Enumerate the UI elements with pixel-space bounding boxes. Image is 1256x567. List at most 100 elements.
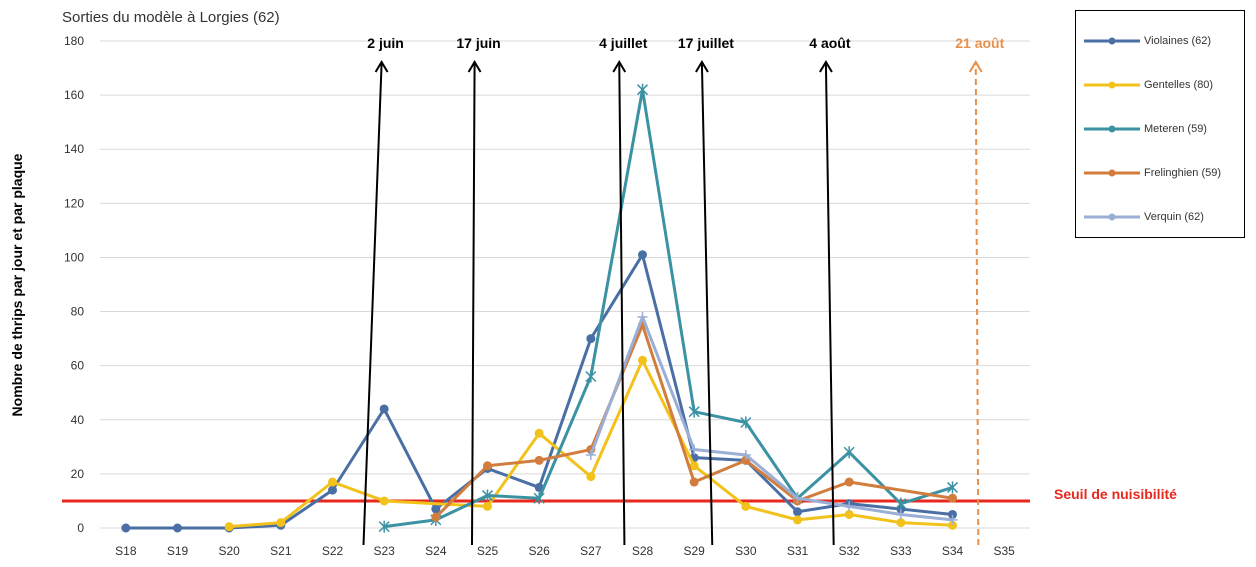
data-point: [378, 520, 390, 533]
annotation-label: 17 juin: [456, 35, 500, 51]
data-point: [586, 334, 596, 344]
y-tick-label: 20: [71, 467, 85, 481]
annotation-arrow: [471, 63, 476, 546]
arrow-head: [612, 60, 627, 73]
data-point: [533, 492, 545, 505]
legend: Violaines (62) Gentelles (80) Meteren (59)…: [1075, 10, 1245, 238]
y-tick-label: 80: [71, 305, 85, 319]
data-point: [844, 477, 854, 487]
annotation-label: 4 juillet: [599, 35, 648, 51]
data-point: [431, 504, 441, 514]
legend-item: Verquin (62): [1084, 207, 1204, 227]
annotation-label: 17 juillet: [678, 35, 734, 51]
data-point: [638, 250, 647, 260]
legend-label: Meteren (59): [1144, 123, 1207, 135]
arrow-head: [374, 60, 389, 73]
arrow-head: [819, 60, 833, 73]
data-point: [948, 520, 957, 530]
data-point: [792, 493, 803, 504]
y-tick-label: 100: [64, 250, 84, 264]
x-tick-label: S24: [425, 544, 447, 558]
data-point: [844, 501, 855, 512]
legend-item: Meteren (59): [1084, 119, 1207, 139]
data-point: [948, 509, 957, 519]
data-point: [585, 370, 597, 383]
data-point: [328, 477, 337, 487]
data-point: [121, 523, 131, 533]
x-tick-label: S31: [787, 544, 809, 558]
data-point: [947, 514, 958, 525]
legend-item: Frelinghien (59): [1084, 163, 1221, 183]
data-point: [844, 509, 854, 519]
x-tick-label: S32: [838, 544, 860, 558]
annotation-label: 21 août: [955, 35, 1004, 51]
data-point: [638, 355, 647, 365]
x-tick-label: S18: [115, 544, 137, 558]
x-tick-label: S26: [528, 544, 550, 558]
y-tick-label: 0: [77, 521, 84, 535]
series-line-verquin-62: [589, 315, 953, 522]
arrow-head: [695, 60, 709, 73]
data-point: [483, 501, 492, 511]
data-point: [948, 493, 957, 503]
annotation-label: 4 août: [809, 35, 851, 51]
annotation-label: 2 juin: [367, 35, 404, 51]
x-tick-label: S29: [683, 544, 705, 558]
series-line-meteren-59: [383, 88, 953, 529]
legend-label: Verquin (62): [1144, 211, 1204, 223]
legend-swatch: [1084, 213, 1140, 221]
data-point: [586, 472, 596, 482]
data-point: [843, 446, 855, 459]
series-line-gentelles-80: [229, 358, 953, 529]
data-point: [793, 507, 802, 517]
data-point: [689, 477, 699, 487]
data-point: [224, 522, 234, 532]
legend-label: Gentelles (80): [1144, 79, 1214, 91]
x-tick-label: S19: [167, 544, 189, 558]
legend-label: Frelinghien (59): [1144, 167, 1222, 179]
x-tick-label: S22: [322, 544, 344, 558]
data-point: [379, 404, 389, 414]
data-point: [946, 481, 959, 494]
annotation-arrow: [362, 63, 383, 546]
x-tick-label: S33: [890, 544, 912, 558]
annotation-arrow: [974, 63, 980, 546]
arrow-head: [968, 60, 983, 73]
legend-item: Gentelles (80): [1084, 75, 1213, 95]
y-tick-label: 40: [71, 413, 85, 427]
chart-title: Sorties du modèle à Lorgies (62): [62, 9, 280, 26]
x-tick-label: S35: [993, 544, 1015, 558]
annotation-arrow: [618, 63, 626, 546]
data-point: [895, 497, 907, 510]
y-tick-label: 160: [64, 88, 84, 102]
data-point: [481, 489, 494, 502]
data-point: [896, 518, 906, 528]
data-point: [534, 428, 544, 438]
x-tick-label: S25: [477, 544, 499, 558]
data-point: [173, 523, 182, 533]
data-point: [895, 509, 906, 520]
data-point: [585, 449, 596, 460]
legend-item: Violaines (62): [1084, 31, 1211, 51]
y-tick-label: 60: [71, 359, 85, 373]
x-tick-label: S23: [373, 544, 395, 558]
data-point: [483, 461, 492, 471]
legend-swatch: [1084, 81, 1140, 89]
x-tick-label: S30: [735, 544, 757, 558]
data-point: [328, 485, 337, 495]
legend-label: Violaines (62): [1144, 35, 1212, 47]
legend-swatch: [1084, 125, 1140, 133]
data-point: [534, 455, 544, 465]
x-tick-label: S20: [218, 544, 240, 558]
data-point: [740, 416, 752, 429]
legend-swatch: [1084, 37, 1140, 45]
data-point: [688, 405, 700, 418]
x-tick-label: S34: [942, 544, 964, 558]
annotation-arrow: [700, 63, 714, 546]
annotation-arrow: [824, 63, 835, 546]
legend-swatch: [1084, 169, 1140, 177]
x-tick-label: S21: [270, 544, 292, 558]
data-point: [431, 512, 441, 522]
